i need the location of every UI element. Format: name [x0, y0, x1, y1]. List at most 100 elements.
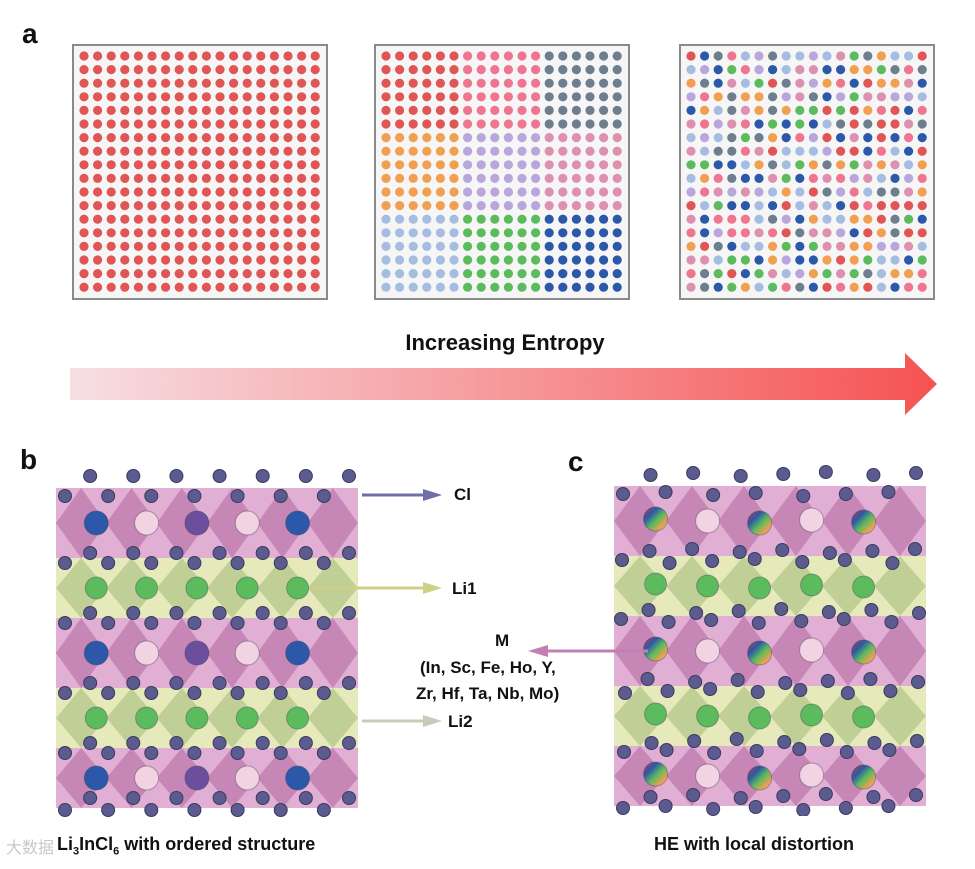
- grid-dot: [686, 255, 696, 265]
- grid-dot: [93, 92, 103, 102]
- cl-atom: [703, 682, 718, 696]
- grid-dot: [700, 173, 710, 183]
- cl-atom: [747, 552, 762, 566]
- grid-dot: [297, 146, 307, 156]
- grid-dot: [256, 105, 266, 115]
- li-atom: [800, 703, 824, 727]
- grid-dot: [229, 65, 239, 75]
- cl-atom: [83, 469, 98, 483]
- grid-dot: [269, 146, 279, 156]
- grid-dot: [395, 173, 405, 183]
- grid-dot: [120, 105, 130, 115]
- grid-dot: [517, 228, 527, 238]
- grid-dot: [297, 269, 307, 279]
- grid-dot: [754, 92, 764, 102]
- grid-dot: [79, 65, 89, 75]
- grid-dot: [836, 133, 846, 143]
- cl-atom: [101, 746, 116, 760]
- octahedron: [666, 746, 718, 806]
- grid-dot: [283, 201, 293, 211]
- cl-atom: [316, 746, 331, 760]
- grid-dot: [201, 133, 211, 143]
- grid-dot: [93, 173, 103, 183]
- grid-dot: [242, 282, 252, 292]
- grid-dot: [147, 146, 157, 156]
- grid-dot: [215, 173, 225, 183]
- grid-dot: [836, 51, 846, 61]
- grid-dot: [727, 255, 737, 265]
- cl-atom: [255, 546, 270, 560]
- grid-dot: [201, 119, 211, 129]
- grid-dot: [795, 160, 805, 170]
- grid-dot: [93, 282, 103, 292]
- grid-dot: [106, 173, 116, 183]
- cl-atom: [255, 736, 270, 750]
- grid-uniform: [72, 44, 328, 300]
- cl-atom: [750, 685, 765, 699]
- grid-dot: [310, 160, 320, 170]
- grid-dot: [215, 241, 225, 251]
- entropy-arrow-shape: [70, 353, 937, 415]
- grid-dot: [490, 133, 500, 143]
- octahedron: [822, 746, 874, 806]
- grid-dot: [449, 105, 459, 115]
- grid-dot: [781, 133, 791, 143]
- grid-dot: [917, 105, 927, 115]
- cl-atom: [704, 613, 719, 627]
- grid-dot: [422, 51, 432, 61]
- grid-dot: [727, 78, 737, 88]
- grid-dot: [201, 201, 211, 211]
- grid-dot: [408, 65, 418, 75]
- grid-dot: [876, 105, 886, 115]
- grid-dot: [863, 51, 873, 61]
- cl-atom: [840, 686, 855, 700]
- cl-atom: [614, 612, 628, 626]
- cl-atom: [882, 743, 897, 757]
- grid-dot: [463, 51, 473, 61]
- grid-dot: [795, 228, 805, 238]
- grid-dot: [201, 241, 211, 251]
- grid-dot: [558, 51, 568, 61]
- m-atom: [83, 765, 109, 791]
- grid-dot: [490, 255, 500, 265]
- grid-dot: [79, 228, 89, 238]
- grid-dot: [781, 65, 791, 75]
- grid-dot: [381, 146, 391, 156]
- grid-dot: [476, 92, 486, 102]
- grid-dot: [612, 105, 622, 115]
- grid-dot: [161, 255, 171, 265]
- grid-dot: [449, 65, 459, 75]
- grid-dot: [781, 228, 791, 238]
- cl-atom: [298, 469, 313, 483]
- grid-dot: [381, 105, 391, 115]
- grid-dot: [517, 255, 527, 265]
- grid-dot: [917, 65, 927, 75]
- grid-dot: [795, 105, 805, 115]
- grid-dot: [256, 78, 266, 88]
- grid-dot: [381, 282, 391, 292]
- grid-dot: [381, 187, 391, 197]
- grid-dot: [133, 133, 143, 143]
- grid-dot: [93, 146, 103, 156]
- cl-atom: [641, 603, 656, 617]
- grid-dot: [269, 228, 279, 238]
- grid-dot: [120, 51, 130, 61]
- grid-dot: [133, 160, 143, 170]
- grid-dot: [754, 146, 764, 156]
- grid-dot: [215, 92, 225, 102]
- grid-dot: [768, 146, 778, 156]
- li-atom: [852, 705, 876, 729]
- grid-dot: [297, 51, 307, 61]
- cl-atom: [658, 799, 673, 813]
- grid-dot: [476, 78, 486, 88]
- cl-atom: [187, 556, 202, 570]
- grid-dot: [700, 146, 710, 156]
- grid-dot: [904, 119, 914, 129]
- grid-dot: [517, 146, 527, 156]
- grid-dot: [503, 160, 513, 170]
- grid-dot: [836, 146, 846, 156]
- grid-dot: [890, 65, 900, 75]
- grid-dot: [79, 78, 89, 88]
- grid-dot: [381, 65, 391, 75]
- cl-atom: [126, 469, 141, 483]
